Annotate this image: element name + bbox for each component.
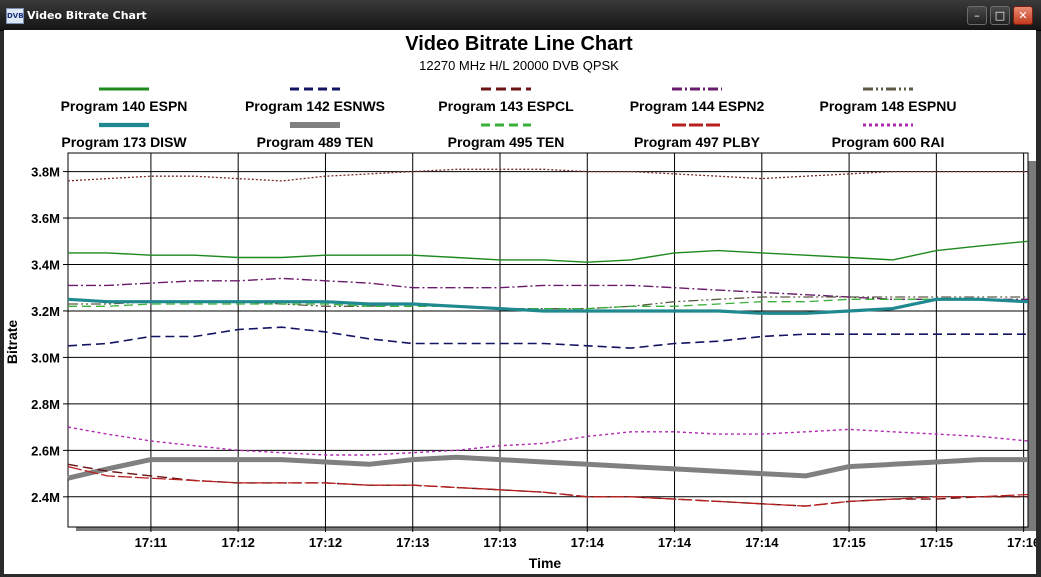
x-tick-label: 17:14	[658, 535, 692, 550]
legend-label: Program 173 DISW	[61, 134, 187, 150]
x-tick-label: 17:14	[745, 535, 779, 550]
series-line-4	[68, 277, 1028, 300]
x-tick-label: 17:13	[483, 535, 516, 550]
legend-label: Program 495 TEN	[448, 134, 565, 150]
legend-label: Program 148 ESPNU	[820, 98, 957, 114]
window-title: Video Bitrate Chart	[27, 9, 147, 22]
series-line-10	[67, 426, 1029, 456]
legend-label: Program 144 ESPN2	[630, 98, 765, 114]
legend-label: Program 140 ESPN	[61, 98, 188, 114]
y-tick-label: 3.6M	[31, 211, 60, 226]
y-tick-label: 2.8M	[31, 397, 60, 412]
x-axis-label: Time	[529, 555, 562, 571]
x-axis-ticks: 17:11 17:12 17:12 17:13 17:13 17:14 17:14 17:14…	[135, 527, 1036, 550]
legend-label: Program 143 ESPCL	[438, 98, 574, 114]
line-chart: Video Bitrate Line Chart 12270 MHz H/L 2…	[4, 33, 1036, 571]
app-icon: DVB	[6, 8, 24, 24]
y-axis-label: Bitrate	[4, 320, 20, 365]
series-line-9	[67, 465, 1029, 507]
legend-label: Program 497 PLBY	[634, 134, 761, 150]
series-line-2	[67, 326, 1028, 349]
legend-label: Program 600 RAI	[832, 134, 945, 150]
legend-label: Program 142 ESNWS	[245, 98, 385, 114]
title-bar[interactable]: DVB Video Bitrate Chart – □ ✕	[0, 0, 1041, 31]
series-line-5	[68, 296, 1028, 310]
y-tick-label: 3.2M	[31, 304, 60, 319]
minimize-button[interactable]: –	[967, 6, 987, 25]
chart-area: Video Bitrate Line Chart 12270 MHz H/L 2…	[4, 30, 1036, 574]
x-tick-label: 17:15	[832, 535, 865, 550]
legend-label: Program 489 TEN	[257, 134, 374, 150]
y-tick-label: 3.4M	[31, 258, 60, 273]
x-tick-label: 17:16	[1007, 535, 1036, 550]
series-line-7	[67, 454, 1028, 481]
y-tick-label: 3.8M	[31, 165, 60, 180]
chart-title: Video Bitrate Line Chart	[405, 33, 633, 55]
x-tick-label: 17:13	[396, 535, 429, 550]
close-button[interactable]: ✕	[1013, 6, 1033, 25]
legend: Program 140 ESPN Program 142 ESNWS Program…	[61, 87, 957, 150]
series-lines	[67, 168, 1029, 507]
x-tick-label: 17:14	[571, 535, 605, 550]
grid	[68, 153, 1028, 527]
y-axis-ticks: 2.4M 2.6M 2.8M 3.0M 3.2M 3.4M 3.6M 3.8M	[31, 165, 68, 505]
series-line-6	[67, 297, 1029, 315]
x-tick-label: 17:11	[135, 535, 168, 550]
chart-subtitle: 12270 MHz H/L 20000 DVB QPSK	[419, 58, 619, 73]
series-line-1	[68, 240, 1029, 263]
plot-background	[67, 152, 1029, 528]
x-tick-label: 17:12	[222, 535, 255, 550]
x-tick-label: 17:15	[920, 535, 953, 550]
maximize-button[interactable]: □	[990, 6, 1010, 25]
x-tick-label: 17:12	[309, 535, 342, 550]
y-tick-label: 2.4M	[31, 490, 60, 505]
series-line-8	[68, 298, 1029, 310]
series-line-11	[67, 168, 1028, 182]
y-tick-label: 3.0M	[31, 350, 60, 365]
y-tick-label: 2.6M	[31, 443, 60, 458]
